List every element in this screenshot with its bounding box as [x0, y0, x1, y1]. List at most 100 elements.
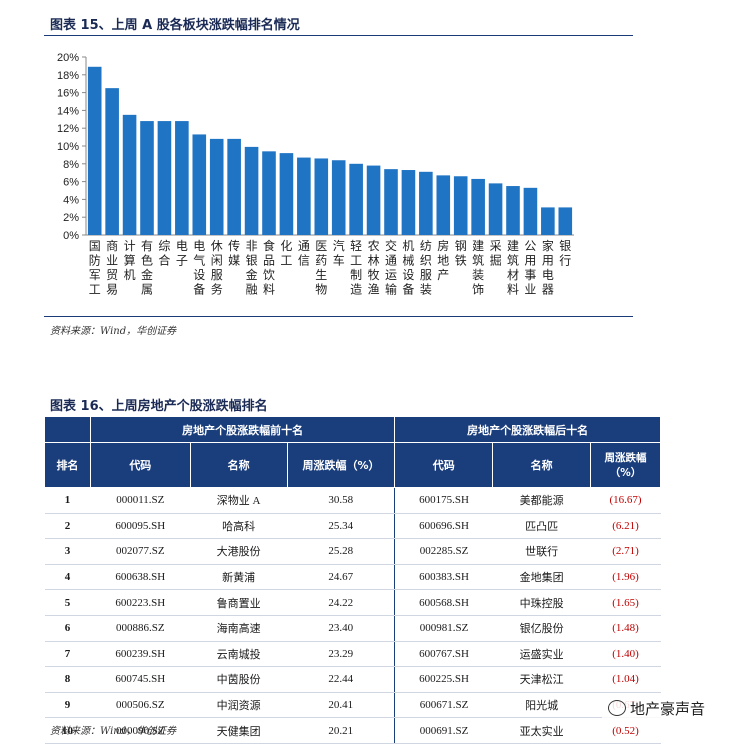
figure-16-source: 资料来源：Wind，华创证券	[50, 726, 177, 737]
bar	[262, 151, 276, 235]
x-category-label: 有色金属	[141, 239, 153, 297]
code-header: 代码	[89, 442, 191, 488]
bar	[122, 114, 137, 235]
code-cell: 002077.SZ	[90, 538, 191, 565]
x-category-label: 家用电器	[542, 238, 554, 297]
x-category-label: 农林牧渔	[368, 239, 380, 297]
watermark-text: 地产豪声音	[630, 700, 706, 718]
change-bottom-cell: (1.40)	[590, 641, 661, 668]
y-tick-label: 8%	[63, 159, 79, 171]
code-header-bottom: 代码	[394, 442, 494, 488]
code-bottom-cell: 600696.SH	[394, 513, 493, 540]
code-cell: 600223.SH	[90, 589, 191, 616]
table-row: 5 600223.SH 鲁商置业 24.22 600568.SH 中珠控股 (1.65)	[44, 589, 661, 616]
bar	[471, 178, 485, 235]
y-tick-label: 10%	[57, 141, 79, 153]
change-cell: 23.29	[287, 641, 396, 668]
name-cell: 鲁商置业	[190, 589, 288, 616]
change-bottom-cell: (0.52)	[590, 717, 661, 744]
bottom-ten-group-header: 房地产个股涨跌幅后十名	[394, 416, 661, 443]
x-category-label: 国防军工	[89, 239, 101, 297]
change-cell: 23.40	[287, 615, 396, 642]
figure-15-title: 图表 15、上周 A 股各板块涨跌幅排名情况	[50, 18, 300, 33]
bar	[523, 187, 538, 235]
figure-15-source: 资料来源：Wind，华创证券	[50, 326, 177, 337]
change-cell: 24.67	[287, 564, 396, 591]
name-bottom-cell: 美都能源	[492, 487, 591, 514]
code-cell: 000506.SZ	[90, 692, 191, 719]
change-bottom-cell: (16.67)	[590, 487, 661, 514]
bar	[401, 170, 416, 235]
code-cell: 600638.SH	[90, 564, 191, 591]
bar	[192, 134, 207, 235]
code-cell: 000090.SZ	[90, 717, 191, 744]
x-category-label: 电子	[176, 239, 188, 268]
bar	[384, 169, 398, 235]
code-cell: 600095.SH	[90, 513, 191, 540]
change-bottom-cell: (1.96)	[590, 564, 661, 591]
x-category-label: 建筑材料	[507, 239, 519, 297]
table-column-header-row: 排名 代码 名称 周涨跌幅（%） 代码 名称 周涨跌幅（%）	[44, 442, 661, 488]
name-cell: 云南城投	[190, 641, 288, 668]
figure-15-top-rule	[44, 35, 633, 36]
rank-cell: 9	[44, 692, 91, 719]
figure-15-bottom-rule	[44, 316, 633, 317]
x-category-label: 轻工制造	[350, 239, 362, 297]
bar	[279, 153, 294, 235]
change-header-top: 周涨跌幅（%）	[286, 442, 396, 488]
code-bottom-cell: 000691.SZ	[394, 717, 493, 744]
name-bottom-cell: 银亿股份	[492, 615, 591, 642]
bar	[87, 66, 102, 235]
sector-change-bar-chart: 0% 2% 4% 6% 8% 10% 12% 14% 16% 18% 20% 国防军工商业贸易计算机有…	[57, 52, 574, 297]
change-cell: 22.44	[287, 666, 396, 693]
x-category-label: 计算机	[124, 239, 136, 282]
wechat-icon	[608, 700, 626, 716]
rank-cell: 6	[44, 615, 91, 642]
table-row: 4 600638.SH 新黄浦 24.67 600383.SH 金地集团 (1.96)	[44, 564, 661, 591]
x-category-label: 房地产	[437, 238, 449, 282]
bar	[349, 163, 363, 235]
table-group-header-row: 房地产个股涨跌幅前十名 房地产个股涨跌幅后十名	[44, 416, 661, 443]
change-cell: 24.22	[287, 589, 396, 616]
bar	[506, 186, 520, 235]
change-cell: 20.41	[287, 692, 396, 719]
bar	[558, 207, 573, 235]
name-cell: 深物业 A	[190, 487, 288, 514]
code-cell: 000886.SZ	[90, 615, 191, 642]
y-tick-label: 12%	[57, 123, 79, 135]
bar	[157, 121, 172, 235]
y-tick-label: 4%	[63, 194, 79, 206]
x-category-label: 综合	[158, 239, 170, 268]
name-cell: 新黄浦	[190, 564, 288, 591]
blank-header-cell	[44, 416, 91, 443]
code-bottom-cell: 600383.SH	[394, 564, 493, 591]
change-cell: 25.28	[287, 538, 396, 565]
change-header-bottom: 周涨跌幅（%）	[590, 442, 661, 488]
rank-cell: 2	[44, 513, 91, 540]
bar	[331, 160, 346, 235]
name-bottom-cell: 天津松江	[492, 666, 591, 693]
x-category-label: 化工	[280, 239, 292, 268]
bar	[140, 121, 154, 235]
x-category-label: 机械设备	[402, 239, 414, 297]
bar	[366, 165, 381, 235]
x-category-label: 交通运输	[385, 238, 397, 297]
code-cell: 000011.SZ	[90, 487, 191, 514]
y-tick-label: 6%	[63, 177, 79, 189]
code-bottom-cell: 600568.SH	[394, 589, 493, 616]
change-bottom-cell: (1.48)	[590, 615, 661, 642]
bar	[297, 157, 311, 235]
rank-cell: 1	[44, 487, 91, 514]
bar	[541, 207, 555, 235]
table-row: 1 000011.SZ 深物业 A 30.58 600175.SH 美都能源 (16.67)	[44, 487, 661, 514]
code-bottom-cell: 600767.SH	[394, 641, 493, 668]
code-cell: 600239.SH	[90, 641, 191, 668]
change-bottom-cell: (1.65)	[590, 589, 661, 616]
change-cell: 20.21	[287, 717, 396, 744]
table-body: 1 000011.SZ 深物业 A 30.58 600175.SH 美都能源 (16.67)…	[44, 487, 661, 744]
bar	[436, 175, 451, 235]
x-category-label: 休闲服务	[211, 239, 223, 297]
name-bottom-cell: 匹凸匹	[492, 513, 591, 540]
change-bottom-cell: (2.71)	[590, 538, 661, 565]
